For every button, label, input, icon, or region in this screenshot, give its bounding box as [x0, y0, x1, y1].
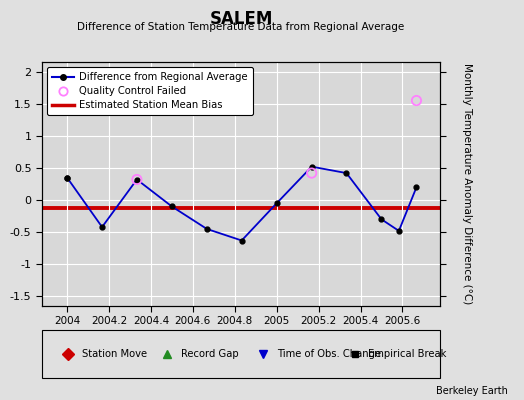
Point — [412, 97, 421, 104]
Text: Time of Obs. Change: Time of Obs. Change — [277, 349, 381, 359]
Point — [133, 176, 141, 183]
Text: Empirical Break: Empirical Break — [368, 349, 447, 359]
Y-axis label: Monthly Temperature Anomaly Difference (°C): Monthly Temperature Anomaly Difference (… — [462, 63, 472, 305]
Text: Difference of Station Temperature Data from Regional Average: Difference of Station Temperature Data f… — [78, 22, 405, 32]
Text: Station Move: Station Move — [82, 349, 147, 359]
Text: Berkeley Earth: Berkeley Earth — [436, 386, 508, 396]
Legend: Difference from Regional Average, Quality Control Failed, Estimated Station Mean: Difference from Regional Average, Qualit… — [47, 67, 253, 115]
Point — [308, 170, 316, 176]
Text: SALEM: SALEM — [210, 10, 272, 28]
Text: Record Gap: Record Gap — [181, 349, 239, 359]
